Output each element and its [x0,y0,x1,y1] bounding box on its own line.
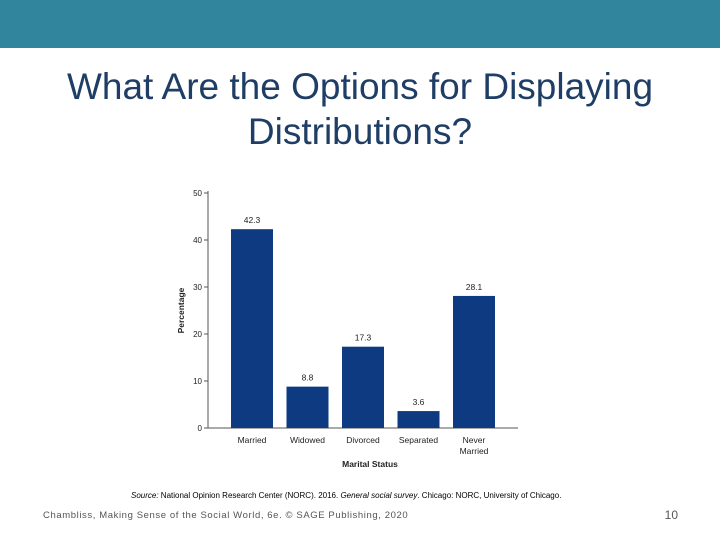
slide-title: What Are the Options for Displaying Dist… [66,66,654,152]
bar-2 [342,346,384,428]
x-tick-label: Married [460,446,489,456]
page-number: 10 [664,508,678,522]
y-tick-label: 0 [198,424,203,433]
bar-value-label: 8.8 [302,373,314,383]
x-tick-label: Married [238,435,267,445]
y-tick-label: 40 [193,236,202,245]
y-tick-label: 50 [193,189,202,198]
bar-value-label: 17.3 [355,333,372,343]
x-axis-title: Marital Status [342,459,398,469]
source-text-1: National Opinion Research Center (NORC).… [158,491,341,500]
bar-value-label: 42.3 [244,215,261,225]
source-italic-title: General social survey [340,491,418,500]
bar-3 [397,411,440,428]
y-tick-label: 30 [193,283,202,292]
top-accent-bar [0,0,720,48]
footer-citation: Chambliss, Making Sense of the Social Wo… [43,510,409,521]
chart-source-note: Source: National Opinion Research Center… [131,491,561,500]
y-tick-label: 20 [193,330,202,339]
source-text-2: . Chicago: NORC, University of Chicago. [417,491,562,500]
y-tick-label: 10 [193,377,202,386]
bar-value-label: 28.1 [466,282,483,292]
bar-value-label: 3.6 [413,397,425,407]
x-tick-label: Divorced [346,435,380,445]
bar-4 [453,295,495,428]
x-tick-label: Never [463,435,486,445]
y-axis-title: Percentage [176,287,186,333]
x-tick-label: Widowed [290,435,325,445]
source-label: Source: [131,491,159,500]
x-tick-label: Separated [399,435,438,445]
bar-0 [231,229,273,428]
bar-1 [286,386,329,428]
